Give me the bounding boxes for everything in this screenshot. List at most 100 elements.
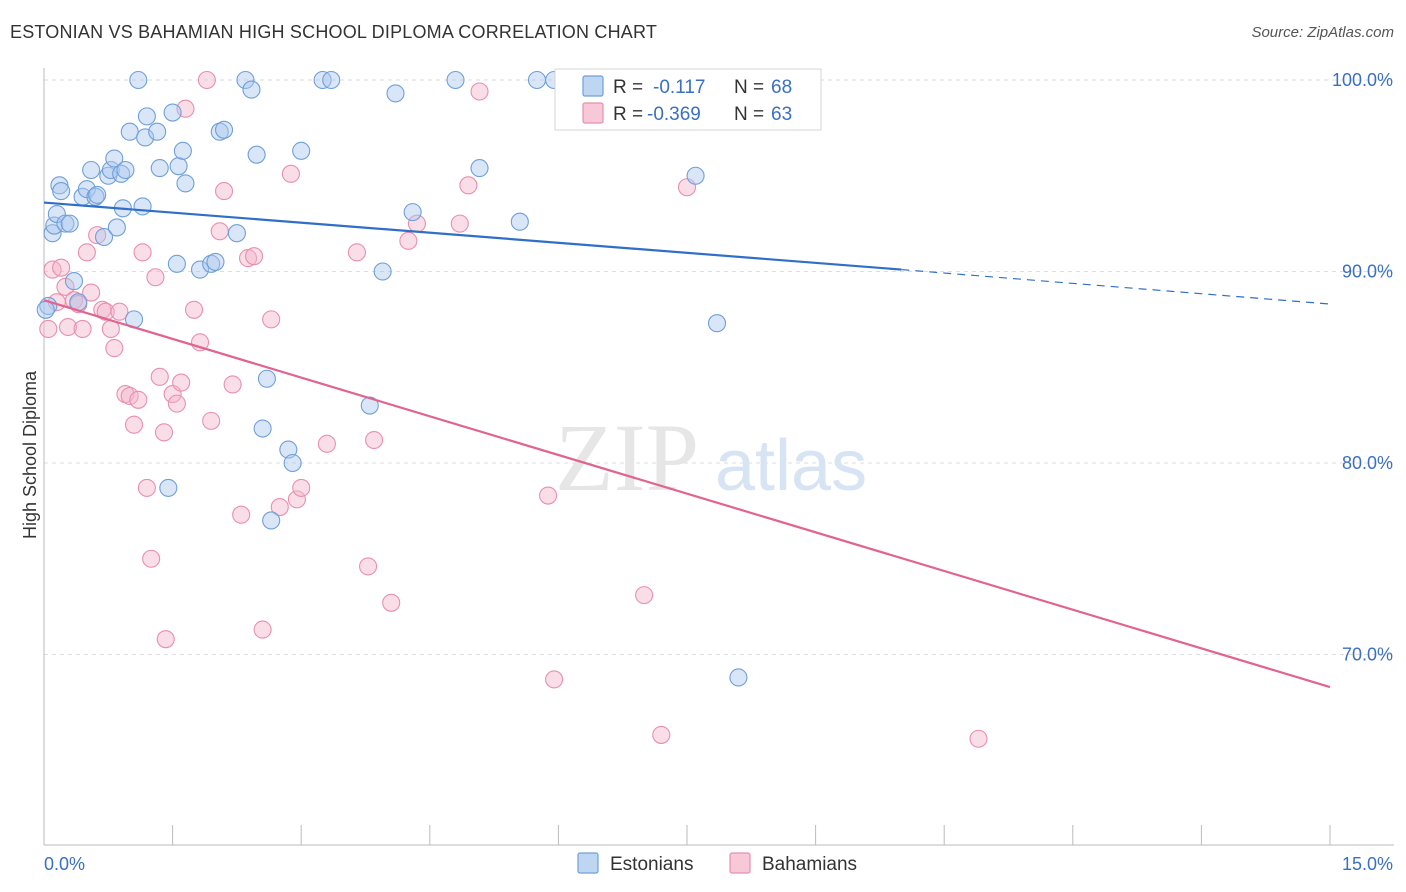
estonians-point xyxy=(236,70,255,90)
estonians-point xyxy=(253,419,272,438)
estonians-point xyxy=(373,262,392,281)
y-tick-label: 70.0% xyxy=(1342,645,1393,665)
bahamians-point xyxy=(287,490,306,509)
bahamians-point xyxy=(399,231,418,250)
estonians-point xyxy=(190,260,210,279)
bahamians-point xyxy=(197,70,216,90)
y-axis-title: High School Diploma xyxy=(20,370,40,539)
bahamians-point xyxy=(359,557,378,576)
estonians-point xyxy=(105,149,124,168)
estonians-point xyxy=(279,440,298,459)
source-label: Source: ZipAtlas.com xyxy=(1251,24,1394,41)
bahamians-point xyxy=(545,670,564,689)
estonians-point xyxy=(107,218,126,237)
watermark-atlas: atlas xyxy=(715,426,867,506)
estonians-point xyxy=(94,227,114,247)
n-value-bahamians: 63 xyxy=(771,104,792,125)
y-tick-label: 80.0% xyxy=(1342,453,1393,473)
estonians-point xyxy=(257,369,276,388)
bahamians-point xyxy=(382,593,401,612)
bahamians-point xyxy=(73,319,92,339)
bahamians-point xyxy=(450,214,469,233)
bahamians-point xyxy=(347,243,366,262)
bahamians-point xyxy=(156,630,175,649)
bahamians-point xyxy=(317,434,336,453)
estonians-point xyxy=(120,122,139,141)
estonians-point xyxy=(322,70,341,90)
bahamians-point xyxy=(232,505,251,524)
estonians-point xyxy=(150,159,169,178)
n-label-bahamians: N = xyxy=(734,104,764,125)
r-value-bahamians: -0.369 xyxy=(647,104,701,125)
axes xyxy=(43,68,1394,846)
estonians-point xyxy=(173,141,192,160)
estonians-point xyxy=(247,145,266,164)
estonians-point xyxy=(729,668,748,687)
estonians-point xyxy=(45,216,64,235)
estonians-point xyxy=(470,159,489,178)
bahamians-point xyxy=(172,373,191,392)
x-tick-label: 15.0% xyxy=(1342,854,1393,874)
bahamians-point xyxy=(470,82,489,101)
estonians-point xyxy=(686,166,705,185)
estonians-point xyxy=(707,314,727,333)
bahamians-point xyxy=(58,317,78,337)
estonians-point xyxy=(214,120,234,139)
bahamians-point xyxy=(82,283,101,302)
trend-lines xyxy=(43,201,1331,689)
stats-legend: R = -0.117 N = 68 R = -0.369 N = 63 xyxy=(554,68,822,131)
bahamians-trend-line xyxy=(43,299,1331,689)
bahamians-point xyxy=(210,222,229,241)
estonians-point xyxy=(137,107,156,126)
bahamians-point xyxy=(281,164,300,183)
bahamians-point xyxy=(120,386,139,406)
estonians-point xyxy=(527,70,547,90)
estonians-point xyxy=(82,160,101,180)
legend-estonians-label: Estonians xyxy=(610,854,693,875)
chart-title: ESTONIAN VS BAHAMIAN HIGH SCHOOL DIPLOMA… xyxy=(10,22,658,42)
bahamians-point xyxy=(146,268,165,287)
estonians-point xyxy=(510,212,529,231)
estonians-point xyxy=(136,128,155,147)
bahamians-point xyxy=(244,247,264,266)
estonians-point xyxy=(148,122,167,141)
estonians-point xyxy=(283,453,302,473)
bahamians-point xyxy=(459,176,478,195)
n-value-estonians: 68 xyxy=(771,77,792,98)
estonians-swatch xyxy=(582,75,604,97)
estonians-point xyxy=(242,80,261,99)
estonians-point xyxy=(116,160,135,180)
estonians-point xyxy=(206,252,225,271)
estonians-point xyxy=(133,197,152,216)
bahamians-point xyxy=(137,478,156,497)
series-legend: Estonians Bahamians xyxy=(577,852,857,875)
bahamians-point xyxy=(262,310,281,329)
bahamians-point xyxy=(105,339,124,358)
bahamians-point xyxy=(154,423,174,442)
legend-estonians-swatch xyxy=(577,852,599,874)
legend-bahamians-label: Bahamians xyxy=(762,854,857,875)
bahamians-point xyxy=(539,486,558,505)
bahamians-point xyxy=(124,415,144,434)
n-label-estonians: N = xyxy=(734,77,764,98)
bahamians-point xyxy=(365,430,384,450)
estonians-point xyxy=(60,214,79,233)
bahamians-point xyxy=(253,620,272,639)
bahamians-point xyxy=(635,586,654,605)
estonians-point xyxy=(176,174,195,193)
r-label-estonians: R = xyxy=(613,77,643,98)
bahamians-point xyxy=(133,243,152,262)
estonians-point xyxy=(163,103,182,122)
estonians-trend-extension xyxy=(901,268,1331,305)
bahamians-point xyxy=(292,478,311,497)
y-tick-label: 100.0% xyxy=(1332,70,1393,90)
bahamians-point xyxy=(652,725,671,744)
estonians-point xyxy=(167,254,186,273)
estonians-point xyxy=(292,141,311,160)
bahamians-point xyxy=(142,549,161,568)
estonians-point xyxy=(446,70,465,90)
bahamians-point xyxy=(77,243,96,262)
r-value-estonians: -0.117 xyxy=(653,77,705,98)
bahamians-point xyxy=(150,367,169,386)
